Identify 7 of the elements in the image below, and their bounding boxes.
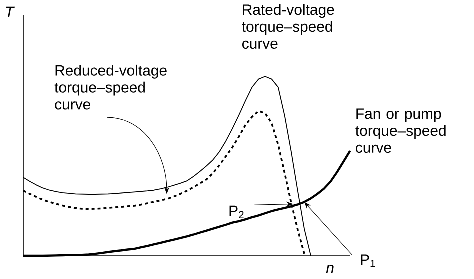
text: Rated-voltage torque–speed curve [242,4,334,50]
text: P$_{1}$ [361,254,376,268]
text: Fan or pump torque–speed curve [356,108,446,154]
annotation: Reduced-voltage torque–speed curve [54,64,167,110]
y-axis-title: T [6,6,15,18]
x-axis-title: n [326,264,334,274]
annotation: P$_{2}$ [230,206,244,219]
